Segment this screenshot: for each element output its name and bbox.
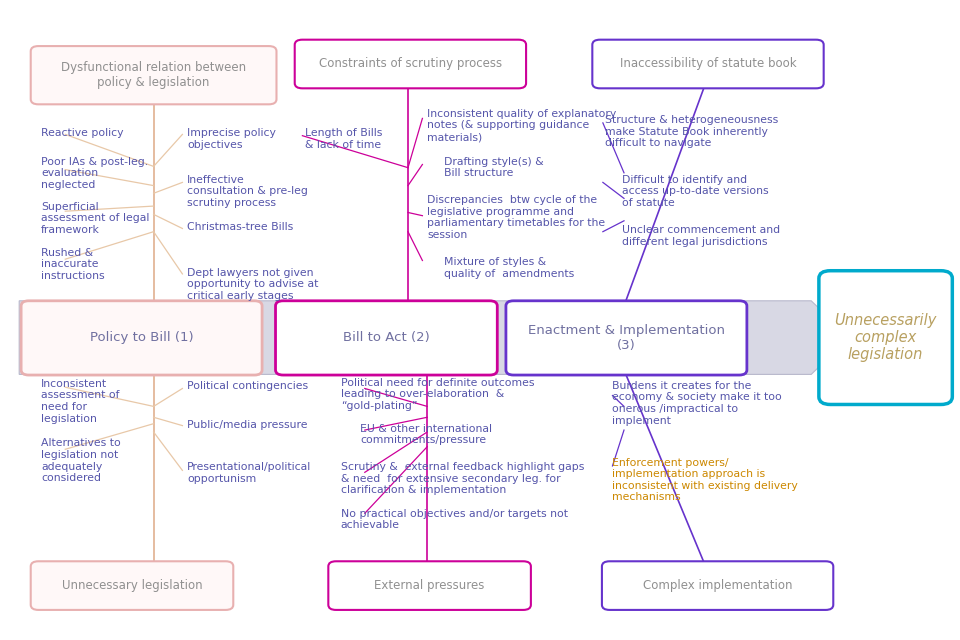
FancyBboxPatch shape <box>602 561 833 610</box>
Text: Difficult to identify and
access up-to-date versions
of statute: Difficult to identify and access up-to-d… <box>622 175 769 208</box>
Text: External pressures: External pressures <box>374 579 485 592</box>
Text: Imprecise policy
objectives: Imprecise policy objectives <box>187 128 276 150</box>
Text: Mixture of styles &
quality of  amendments: Mixture of styles & quality of amendment… <box>444 257 574 279</box>
Text: Inconsistent quality of explanatory
notes (& supporting guidance
materials): Inconsistent quality of explanatory note… <box>427 109 616 142</box>
FancyBboxPatch shape <box>592 40 824 88</box>
Text: Complex implementation: Complex implementation <box>643 579 792 592</box>
Text: Discrepancies  btw cycle of the
legislative programme and
parliamentary timetabl: Discrepancies btw cycle of the legislati… <box>427 195 606 240</box>
Text: Unnecessarily
complex
legislation: Unnecessarily complex legislation <box>834 313 937 362</box>
Text: Unclear commencement and
different legal jurisdictions: Unclear commencement and different legal… <box>622 225 780 247</box>
FancyBboxPatch shape <box>819 271 952 404</box>
Text: Political need for definite outcomes
leading to over-elaboration  &
“gold-platin: Political need for definite outcomes lea… <box>341 378 535 411</box>
Text: Superficial
assessment of legal
framework: Superficial assessment of legal framewor… <box>41 202 150 235</box>
Text: EU & other international
commitments/pressure: EU & other international commitments/pre… <box>360 424 492 445</box>
FancyBboxPatch shape <box>31 46 276 104</box>
Text: Scrutiny &  external feedback highlight gaps
& need  for extensive secondary leg: Scrutiny & external feedback highlight g… <box>341 462 585 495</box>
Text: Reactive policy: Reactive policy <box>41 128 124 138</box>
FancyBboxPatch shape <box>276 301 497 375</box>
Text: No practical objectives and/or targets not
achievable: No practical objectives and/or targets n… <box>341 509 567 531</box>
Polygon shape <box>19 301 850 374</box>
Text: Dept lawyers not given
opportunity to advise at
critical early stages: Dept lawyers not given opportunity to ad… <box>187 268 319 301</box>
Text: Public/media pressure: Public/media pressure <box>187 420 308 431</box>
FancyBboxPatch shape <box>328 561 531 610</box>
Text: Inconsistent
assessment of
need for
legislation: Inconsistent assessment of need for legi… <box>41 379 120 424</box>
Text: Rushed &
inaccurate
instructions: Rushed & inaccurate instructions <box>41 248 105 281</box>
Text: Dysfunctional relation between
policy & legislation: Dysfunctional relation between policy & … <box>61 61 246 89</box>
Text: Alternatives to
legislation not
adequately
considered: Alternatives to legislation not adequate… <box>41 438 121 483</box>
Text: Constraints of scrutiny process: Constraints of scrutiny process <box>319 58 502 70</box>
Text: Structure & heterogeneousness
make Statute Book inherently
difficult to navigate: Structure & heterogeneousness make Statu… <box>605 115 778 148</box>
Text: Inaccessibility of statute book: Inaccessibility of statute book <box>620 58 796 70</box>
Text: Length of Bills
& lack of time: Length of Bills & lack of time <box>305 128 383 150</box>
Text: Unnecessary legislation: Unnecessary legislation <box>61 579 203 592</box>
Text: Christmas-tree Bills: Christmas-tree Bills <box>187 222 294 232</box>
Text: Poor IAs & post-leg.
evaluation
neglected: Poor IAs & post-leg. evaluation neglecte… <box>41 157 149 190</box>
FancyBboxPatch shape <box>21 301 262 375</box>
Text: Enforcement powers/
implementation approach is
inconsistent with existing delive: Enforcement powers/ implementation appro… <box>612 458 798 502</box>
Text: Ineffective
consultation & pre-leg
scrutiny process: Ineffective consultation & pre-leg scrut… <box>187 175 308 208</box>
Text: Enactment & Implementation
(3): Enactment & Implementation (3) <box>528 324 725 352</box>
Text: Bill to Act (2): Bill to Act (2) <box>343 332 430 344</box>
Text: Policy to Bill (1): Policy to Bill (1) <box>90 332 193 344</box>
Text: Burdens it creates for the
economy & society make it too
onerous /impractical to: Burdens it creates for the economy & soc… <box>612 381 782 426</box>
Text: Presentational/political
opportunism: Presentational/political opportunism <box>187 462 311 484</box>
Text: Political contingencies: Political contingencies <box>187 381 308 391</box>
FancyBboxPatch shape <box>31 561 233 610</box>
FancyBboxPatch shape <box>506 301 747 375</box>
Text: Drafting style(s) &
Bill structure: Drafting style(s) & Bill structure <box>444 157 543 179</box>
FancyBboxPatch shape <box>295 40 526 88</box>
